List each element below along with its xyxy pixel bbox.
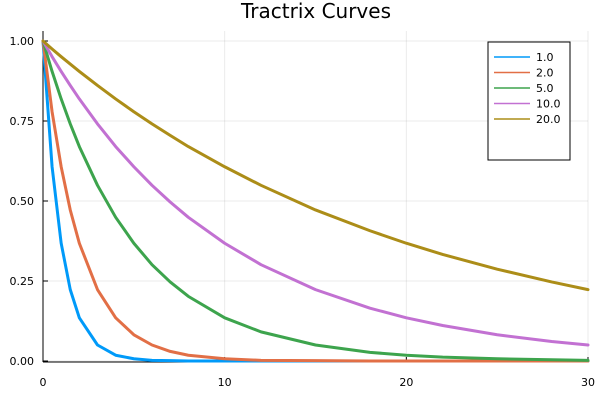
x-tick-label: 20 [399, 376, 413, 389]
y-tick-label: 1.00 [10, 35, 35, 48]
series-line-10.0 [41, 39, 590, 347]
y-tick-label: 0.25 [10, 275, 35, 288]
y-tick-label: 0.75 [10, 115, 35, 128]
series-layer [41, 39, 590, 363]
grid-layer [42, 31, 589, 362]
legend-label-10.0: 10.0 [536, 98, 561, 111]
y-tick-label: 0.50 [10, 195, 35, 208]
tick-label-layer: 0 10 20 30 0.00 0.25 0.50 0.75 1.00 [10, 35, 596, 389]
x-tick-label: 10 [218, 376, 232, 389]
chart-title: Tractrix Curves [240, 0, 391, 23]
legend-label-5.0: 5.0 [536, 82, 554, 95]
legend-label-20.0: 20.0 [536, 113, 561, 126]
legend-label-2.0: 2.0 [536, 67, 554, 80]
x-tick-label: 0 [40, 376, 47, 389]
x-tick-label: 30 [581, 376, 595, 389]
series-line-20.0 [41, 39, 590, 292]
series-line-2.0 [41, 39, 590, 363]
legend-box [487, 41, 571, 161]
legend-label-1.0: 1.0 [536, 51, 554, 64]
y-tick-label: 0.00 [10, 355, 35, 368]
legend: 1.0 2.0 5.0 10.0 20.0 [487, 41, 571, 161]
series-line-5.0 [41, 39, 590, 362]
